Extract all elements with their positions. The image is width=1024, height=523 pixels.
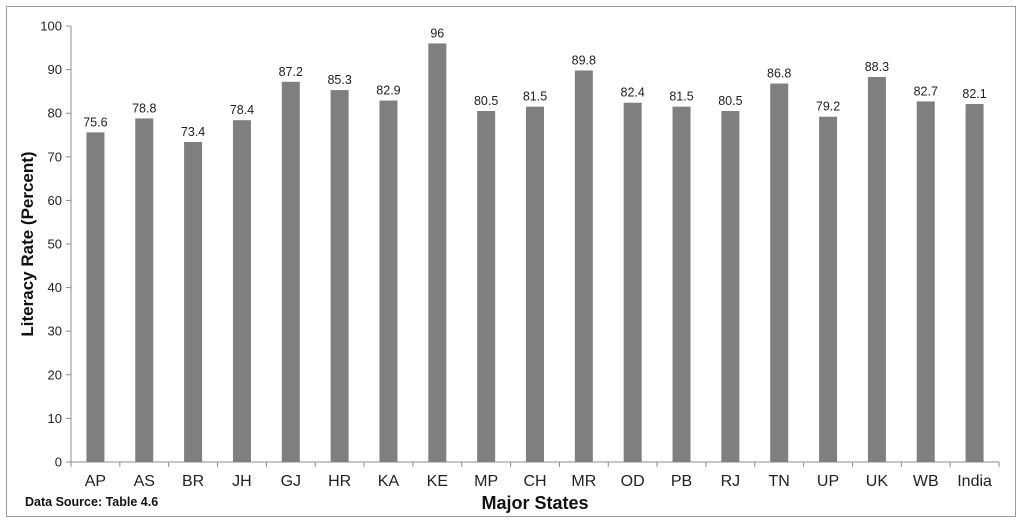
bars [86, 43, 984, 463]
x-axis-label: Major States [481, 493, 588, 513]
x-tick-label: CH [523, 473, 546, 490]
bar [477, 111, 496, 463]
y-axis-ticks: 0 10 20 30 40 50 60 70 80 90 100 [40, 19, 71, 470]
x-tick-label: KA [378, 473, 400, 490]
data-label: 89.8 [572, 53, 596, 67]
x-tick-label: AS [134, 473, 155, 490]
x-tick-label: TN [769, 473, 790, 490]
data-label: 82.7 [914, 84, 938, 98]
data-label: 82.9 [376, 84, 400, 98]
bar [721, 111, 740, 463]
y-axis-label: Literacy Rate (Percent) [18, 151, 37, 336]
data-label: 81.5 [523, 90, 547, 104]
x-tick-label: PB [671, 473, 692, 490]
y-tick-label: 20 [48, 367, 62, 382]
bar [526, 106, 544, 462]
data-label: 86.8 [767, 67, 791, 81]
y-tick-label: 70 [48, 149, 62, 164]
bar [428, 43, 447, 462]
x-tick-label: OD [621, 473, 645, 490]
bar [135, 118, 154, 462]
x-tick-label: UK [866, 473, 889, 490]
data-label: 80.5 [474, 94, 498, 108]
y-tick-label: 40 [48, 280, 62, 295]
x-tick-label: MP [474, 473, 498, 490]
data-label: 81.5 [669, 90, 693, 104]
x-tick-label: MR [571, 473, 596, 490]
y-tick-label: 10 [48, 411, 62, 426]
y-tick-label: 100 [40, 19, 62, 34]
data-label: 87.2 [279, 65, 303, 79]
data-label: 80.5 [718, 94, 742, 108]
data-label: 82.1 [962, 87, 986, 101]
x-tick-label: BR [182, 473, 204, 490]
y-tick-label: 0 [55, 455, 62, 470]
bar [232, 120, 251, 463]
data-label: 78.4 [230, 103, 254, 117]
data-label: 82.4 [621, 86, 645, 100]
x-tick-label: RJ [721, 473, 741, 490]
x-tick-label: India [957, 473, 992, 490]
data-label: 75.6 [83, 115, 107, 129]
bar [184, 141, 203, 462]
data-label: 88.3 [865, 60, 889, 74]
bar [819, 116, 838, 463]
y-tick-label: 50 [48, 237, 62, 252]
x-axis-tick-labels: AP AS BR JH GJ HR KA KE MP CH MR OD PB RJ TN UP UK WB Indi… [85, 473, 992, 490]
chart-frame: 0 10 20 30 40 50 60 70 80 90 100 75.6 78.8 73.4 78.4 8… [6, 6, 1016, 517]
data-label: 85.3 [327, 73, 351, 87]
bar [86, 132, 105, 462]
y-tick-label: 90 [48, 62, 62, 77]
x-tick-label: WB [913, 473, 939, 490]
bar [916, 101, 935, 462]
data-label: 79.2 [816, 100, 840, 114]
bar-chart: 0 10 20 30 40 50 60 70 80 90 100 75.6 78.8 73.4 78.4 8… [18, 19, 1000, 513]
x-tick-label: KE [427, 473, 448, 490]
bar [672, 106, 691, 462]
bar [623, 102, 642, 463]
data-label: 73.4 [181, 125, 205, 139]
data-label: 96 [430, 26, 444, 40]
x-tick-label: AP [85, 473, 106, 490]
y-tick-label: 60 [48, 193, 62, 208]
x-tick-label: JH [232, 473, 252, 490]
source-note: Data Source: Table 4.6 [25, 495, 158, 509]
bar [867, 77, 886, 463]
x-tick-label: GJ [281, 473, 301, 490]
bar [379, 100, 398, 462]
bar [965, 104, 984, 462]
y-tick-label: 30 [48, 324, 62, 339]
bar [770, 83, 789, 462]
x-tick-label: HR [328, 473, 351, 490]
bar [330, 90, 349, 462]
data-labels: 75.6 78.8 73.4 78.4 87.2 85.3 82.9 96 80.5 81.5 89… [83, 26, 987, 139]
data-label: 78.8 [132, 101, 156, 115]
y-tick-label: 80 [48, 106, 62, 121]
bar [574, 70, 593, 463]
x-tick-label: UP [817, 473, 839, 490]
bar [281, 81, 300, 463]
